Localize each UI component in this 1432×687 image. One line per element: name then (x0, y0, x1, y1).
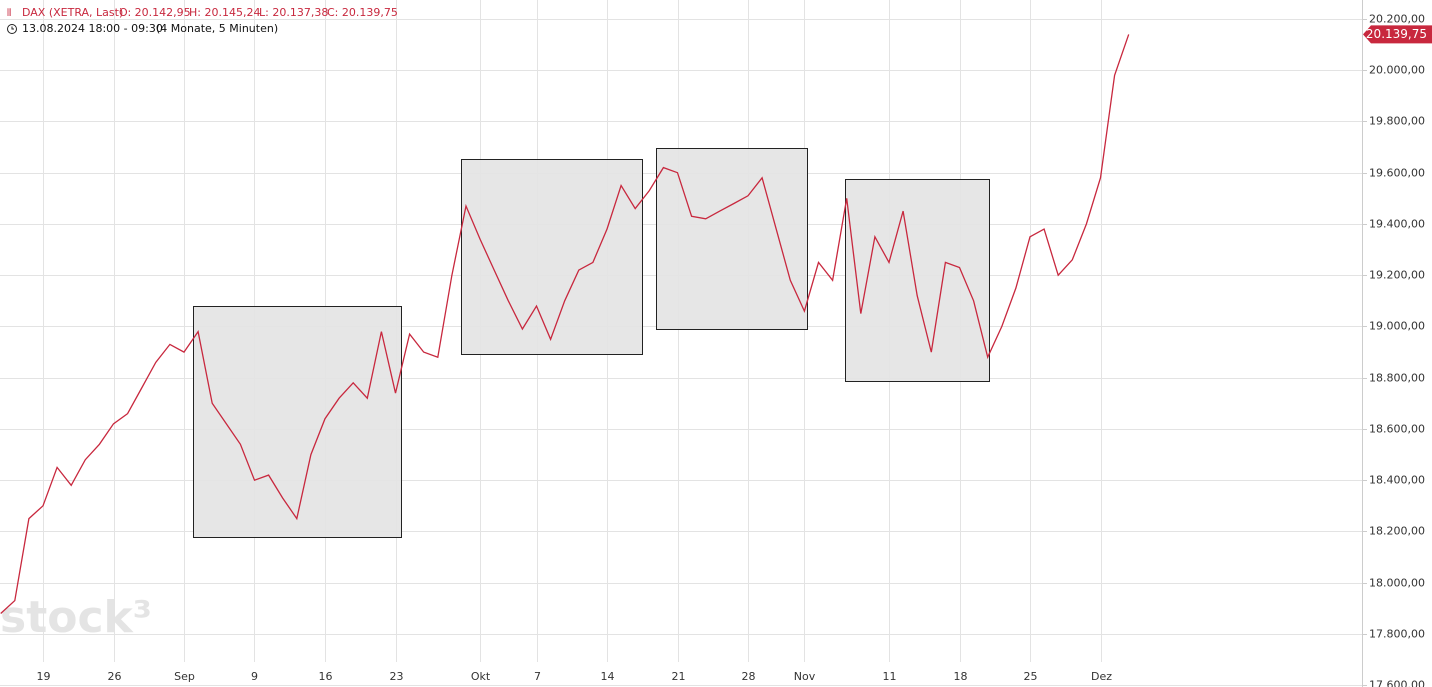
price-line (0, 34, 1130, 614)
x-tick-label: Okt (471, 670, 491, 683)
watermark: stock³ (0, 592, 152, 643)
period: (4 Monate, 5 Minuten) (156, 22, 278, 35)
subtitle: 13.08.2024 18:00 - 09:30 (22, 22, 163, 35)
x-tick-label: 18 (954, 670, 968, 683)
x-tick-label: 25 (1024, 670, 1038, 683)
y-tick-label: 19.600,00 (1369, 167, 1425, 180)
highlight-box (193, 306, 402, 538)
x-tick-label: 26 (108, 670, 122, 683)
y-tick-label: 17.600,00 (1369, 679, 1425, 687)
x-tick-label: 11 (883, 670, 897, 683)
clock-icon (7, 24, 17, 34)
y-tick-label: 20.200,00 (1369, 13, 1425, 26)
y-tick-label: 18.400,00 (1369, 474, 1425, 487)
y-tick-label: 18.600,00 (1369, 423, 1425, 436)
ohlc-value: C: 20.139,75 (327, 6, 398, 19)
y-tick-label: 19.800,00 (1369, 115, 1425, 128)
x-tick-label: 16 (319, 670, 333, 683)
highlight-boxes (193, 148, 990, 538)
price-tag (1363, 25, 1432, 44)
y-tick-label: 18.800,00 (1369, 372, 1425, 385)
x-tick-label: Nov (794, 670, 816, 683)
x-tick-label: 19 (37, 670, 51, 683)
x-tick-label: 28 (742, 670, 756, 683)
header: ⫴ DAX (XETRA, Last) O: 20.142,95 H: 20.1… (7, 6, 398, 35)
y-tick-label: 19.000,00 (1369, 320, 1425, 333)
ohlc-value: O: 20.142,95 (119, 6, 191, 19)
x-tick-label: 9 (251, 670, 258, 683)
ohlc-value: L: 20.137,38 (259, 6, 328, 19)
y-tick-label: 17.800,00 (1369, 628, 1425, 641)
x-tick-label: Dez (1091, 670, 1112, 683)
y-tick-label: 19.200,00 (1369, 269, 1425, 282)
y-tick-label: 19.400,00 (1369, 218, 1425, 231)
price-tag-label: 20.139,75 (1366, 27, 1427, 41)
bar-icon: ⫴ (7, 8, 11, 19)
clock-hand (11, 26, 14, 30)
x-tick-label: 21 (672, 670, 686, 683)
y-tick-label: 20.000,00 (1369, 64, 1425, 77)
ohlc-value: H: 20.145,24 (189, 6, 260, 19)
chart-title: DAX (XETRA, Last) (22, 6, 123, 19)
y-tick-label: 18.000,00 (1369, 577, 1425, 590)
x-tick-label: 14 (601, 670, 615, 683)
highlight-box (656, 148, 808, 330)
y-tick-label: 18.200,00 (1369, 525, 1425, 538)
x-tick-label: 7 (534, 670, 541, 683)
highlight-box (461, 159, 643, 355)
x-tick-label: 23 (390, 670, 404, 683)
x-tick-label: Sep (174, 670, 195, 683)
